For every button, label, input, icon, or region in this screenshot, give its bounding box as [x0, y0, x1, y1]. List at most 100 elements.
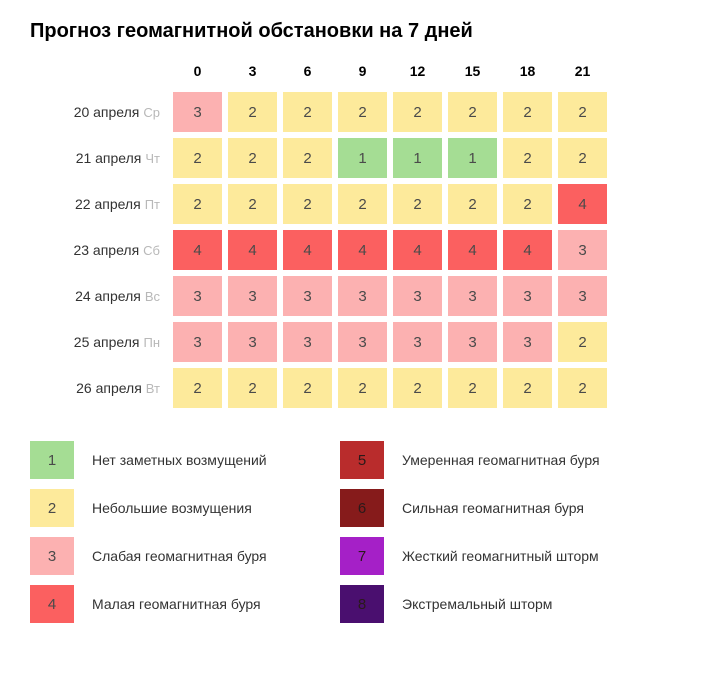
hour-header: 3: [225, 57, 280, 89]
legend-swatch: 7: [340, 537, 384, 575]
row-label: 25 апреляПн: [30, 319, 170, 365]
forecast-cell: 3: [503, 322, 552, 362]
forecast-cell: 2: [228, 184, 277, 224]
legend-swatch: 4: [30, 585, 74, 623]
legend-label: Небольшие возмущения: [92, 500, 252, 516]
legend-label: Нет заметных возмущений: [92, 452, 267, 468]
forecast-cell: 2: [558, 138, 607, 178]
forecast-cell: 4: [558, 184, 607, 224]
row-date: 20 апреля: [74, 104, 140, 120]
forecast-cell: 2: [393, 184, 442, 224]
forecast-cell: 3: [448, 322, 497, 362]
forecast-cell: 4: [338, 230, 387, 270]
forecast-cell: 2: [503, 184, 552, 224]
forecast-cell: 2: [338, 184, 387, 224]
legend-swatch: 1: [30, 441, 74, 479]
forecast-cell: 2: [283, 92, 332, 132]
forecast-cell: 1: [338, 138, 387, 178]
forecast-cell: 4: [228, 230, 277, 270]
row-label: 26 апреля Вт: [30, 365, 170, 411]
forecast-cell: 3: [338, 322, 387, 362]
hour-header: 12: [390, 57, 445, 89]
forecast-cell: 2: [228, 92, 277, 132]
forecast-cell: 4: [503, 230, 552, 270]
row-dow: Сб: [143, 243, 160, 258]
row-label: 22 апреля Пт: [30, 181, 170, 227]
legend-label: Жесткий геомагнитный шторм: [402, 548, 599, 564]
forecast-cell: 2: [338, 92, 387, 132]
row-label: 21 апреляЧт: [30, 135, 170, 181]
row-dow: Пн: [143, 335, 160, 350]
legend-item: 6 Сильная геомагнитная буря: [340, 489, 640, 527]
forecast-cell: 3: [173, 322, 222, 362]
forecast-cell: 2: [173, 368, 222, 408]
hour-header: 15: [445, 57, 500, 89]
forecast-grid: 03691215182120 апреляСр3222222221 апреля…: [30, 57, 690, 411]
row-date: 24 апреля: [75, 288, 141, 304]
legend-item: 4 Малая геомагнитная буря: [30, 585, 330, 623]
forecast-cell: 2: [558, 92, 607, 132]
row-dow: Ср: [143, 105, 160, 120]
row-label: 24 апреля Вс: [30, 273, 170, 319]
forecast-cell: 4: [448, 230, 497, 270]
row-dow: Вт: [146, 381, 160, 396]
legend: 1 Нет заметных возмущений 5 Умеренная геома…: [30, 441, 690, 623]
hour-header: 18: [500, 57, 555, 89]
row-date: 26 апреля: [76, 380, 142, 396]
hour-header: 9: [335, 57, 390, 89]
legend-label: Экстремальный шторм: [402, 596, 552, 612]
forecast-cell: 2: [173, 184, 222, 224]
forecast-cell: 2: [393, 368, 442, 408]
forecast-cell: 3: [558, 230, 607, 270]
forecast-cell: 3: [393, 276, 442, 316]
legend-swatch: 3: [30, 537, 74, 575]
chart-title: Прогноз геомагнитной обстановки на 7 дне…: [30, 20, 690, 43]
forecast-cell: 3: [228, 322, 277, 362]
hour-header: 21: [555, 57, 610, 89]
forecast-cell: 3: [338, 276, 387, 316]
forecast-cell: 2: [338, 368, 387, 408]
row-date: 25 апреля: [74, 334, 140, 350]
forecast-cell: 3: [173, 276, 222, 316]
row-dow: Чт: [145, 151, 160, 166]
forecast-cell: 3: [283, 276, 332, 316]
row-dow: Вс: [145, 289, 160, 304]
legend-label: Сильная геомагнитная буря: [402, 500, 584, 516]
legend-swatch: 5: [340, 441, 384, 479]
legend-item: 8Экстремальный шторм: [340, 585, 640, 623]
row-label: 20 апреляСр: [30, 89, 170, 135]
legend-label: Умеренная геомагнитная буря: [402, 452, 600, 468]
header-spacer: [30, 57, 170, 89]
forecast-cell: 2: [558, 322, 607, 362]
legend-label: Малая геомагнитная буря: [92, 596, 261, 612]
forecast-cell: 3: [283, 322, 332, 362]
forecast-cell: 2: [283, 368, 332, 408]
forecast-cell: 2: [503, 92, 552, 132]
row-dow: Пт: [145, 197, 160, 212]
legend-item: 3Слабая геомагнитная буря: [30, 537, 330, 575]
forecast-cell: 2: [503, 368, 552, 408]
forecast-cell: 3: [558, 276, 607, 316]
forecast-cell: 1: [448, 138, 497, 178]
forecast-cell: 2: [228, 368, 277, 408]
forecast-cell: 3: [503, 276, 552, 316]
forecast-cell: 3: [228, 276, 277, 316]
forecast-cell: 4: [393, 230, 442, 270]
row-date: 22 апреля: [75, 196, 141, 212]
legend-item: 1 Нет заметных возмущений: [30, 441, 330, 479]
forecast-cell: 2: [448, 92, 497, 132]
hour-header: 6: [280, 57, 335, 89]
forecast-cell: 2: [393, 92, 442, 132]
legend-swatch: 6: [340, 489, 384, 527]
forecast-cell: 4: [283, 230, 332, 270]
forecast-cell: 2: [283, 138, 332, 178]
forecast-cell: 3: [173, 92, 222, 132]
forecast-cell: 3: [393, 322, 442, 362]
forecast-cell: 2: [503, 138, 552, 178]
row-label: 23 апреляСб: [30, 227, 170, 273]
forecast-cell: 2: [283, 184, 332, 224]
forecast-cell: 2: [228, 138, 277, 178]
forecast-cell: 2: [173, 138, 222, 178]
legend-item: 7 Жесткий геомагнитный шторм: [340, 537, 640, 575]
forecast-cell: 2: [448, 368, 497, 408]
